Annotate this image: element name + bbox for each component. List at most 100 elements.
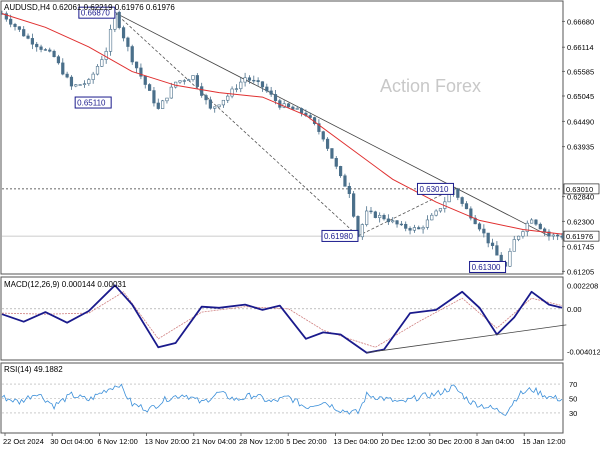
candle-body — [343, 175, 347, 187]
candle-body — [243, 77, 247, 83]
candle-body — [182, 80, 186, 82]
candle-body — [234, 88, 239, 90]
rsi-tick-label: 50 — [569, 395, 577, 404]
price-tick-label: 0.66114 — [567, 43, 594, 52]
candle-body — [139, 67, 143, 77]
x-tick-label: 28 Nov 12:00 — [239, 437, 284, 446]
candle-body — [9, 18, 13, 25]
price-annotation-label: 0.65110 — [77, 99, 106, 108]
candle-body — [134, 61, 139, 69]
candle-body — [43, 49, 48, 51]
candle-body — [230, 88, 234, 97]
candle-body — [560, 235, 564, 238]
price-panel-frame — [0, 0, 564, 275]
x-tick-label: 30 Dec 20:00 — [428, 437, 473, 446]
candle-body — [386, 218, 390, 223]
candle-body — [130, 46, 134, 63]
candle-body — [217, 104, 221, 108]
candle-body — [347, 186, 351, 194]
candle-body — [30, 38, 34, 45]
candle-body — [321, 131, 325, 140]
candle-body — [195, 75, 199, 87]
candle-body — [295, 108, 299, 110]
candle-body — [417, 227, 421, 230]
candle-body — [399, 223, 403, 226]
x-tick-label: 22 Oct 2024 — [3, 437, 44, 446]
candle-body — [204, 95, 208, 101]
candle-body — [147, 84, 152, 91]
candle-body — [69, 76, 74, 87]
candle-body — [78, 84, 82, 86]
candle-body — [95, 66, 100, 75]
macd-panel-frame — [0, 276, 564, 361]
candle-body — [161, 100, 165, 109]
resistance-tag-box — [563, 183, 600, 195]
candle-body — [534, 219, 538, 225]
candle-body — [551, 234, 555, 237]
price-annotation-label: 0.63010 — [419, 185, 448, 194]
candle-body — [265, 86, 269, 92]
candle-body — [556, 234, 560, 237]
candle-body — [169, 86, 173, 99]
candle-body — [143, 75, 147, 85]
candle-body — [469, 208, 473, 219]
candle-body — [260, 81, 265, 88]
candle-body — [13, 23, 17, 27]
macd-header: MACD(12,26,9) 0.000144 0.00031 — [4, 280, 127, 289]
macd-line — [1, 284, 563, 354]
price-tick-label: 0.61745 — [567, 243, 594, 252]
channel-return-line — [357, 188, 454, 237]
candle-body — [291, 106, 295, 110]
rsi-line — [1, 383, 563, 416]
candle-body — [339, 166, 343, 177]
candle-body — [48, 49, 52, 52]
x-tick-label: 6 Nov 12:00 — [97, 437, 137, 446]
candle-body — [330, 148, 334, 159]
rsi-header: RSI(14) 49.1882 — [4, 365, 63, 374]
candle-body — [516, 235, 521, 240]
candle-body — [547, 231, 551, 237]
candle-body — [22, 29, 26, 37]
candle-body — [421, 227, 425, 230]
x-tick-label: 15 Jan 12:00 — [522, 437, 565, 446]
candle-body — [543, 228, 547, 233]
price-tick-label: 0.61205 — [567, 267, 594, 276]
candle-body — [208, 99, 212, 109]
candle-body — [65, 73, 69, 78]
candle-body — [299, 108, 304, 114]
candle-body — [74, 84, 78, 87]
candle-body — [456, 188, 460, 198]
candle-body — [486, 232, 490, 244]
x-tick-label: 5 Dec 20:00 — [286, 437, 326, 446]
resistance-tag-label: 0.63010 — [566, 185, 593, 194]
candle-body — [369, 210, 373, 213]
candle-body — [308, 115, 312, 118]
price-header: AUDUSD,H4 0.62061 0.62219 0.61976 0.6197… — [4, 3, 175, 12]
candle-body — [269, 90, 273, 95]
candle-body — [373, 211, 377, 218]
candle-body — [512, 239, 516, 252]
price-annotation-box — [469, 260, 507, 273]
price-annotation-box — [321, 229, 359, 242]
candle-body — [200, 86, 204, 96]
candle-body — [447, 194, 451, 203]
rsi-layer — [1, 383, 563, 416]
candle-body — [317, 123, 321, 132]
last-price-tag-box — [563, 230, 600, 242]
candle-body — [365, 210, 369, 225]
x-tick-label: 13 Dec 04:00 — [333, 437, 378, 446]
candle-body — [121, 27, 126, 39]
x-tick-label: 21 Nov 04:00 — [192, 437, 237, 446]
price-annotation-box — [74, 96, 112, 109]
candle-body — [508, 250, 512, 267]
x-tick-label: 20 Dec 12:00 — [381, 437, 426, 446]
price-annotation-label: 0.61300 — [472, 263, 501, 272]
candle-body — [156, 102, 160, 109]
candle-body — [213, 106, 217, 109]
macd-tick-label: 0.00 — [567, 305, 582, 314]
x-tick-label: 13 Nov 20:00 — [145, 437, 190, 446]
candle-body — [425, 219, 430, 228]
price-annotation-box — [78, 6, 116, 19]
candle-body — [252, 79, 256, 82]
